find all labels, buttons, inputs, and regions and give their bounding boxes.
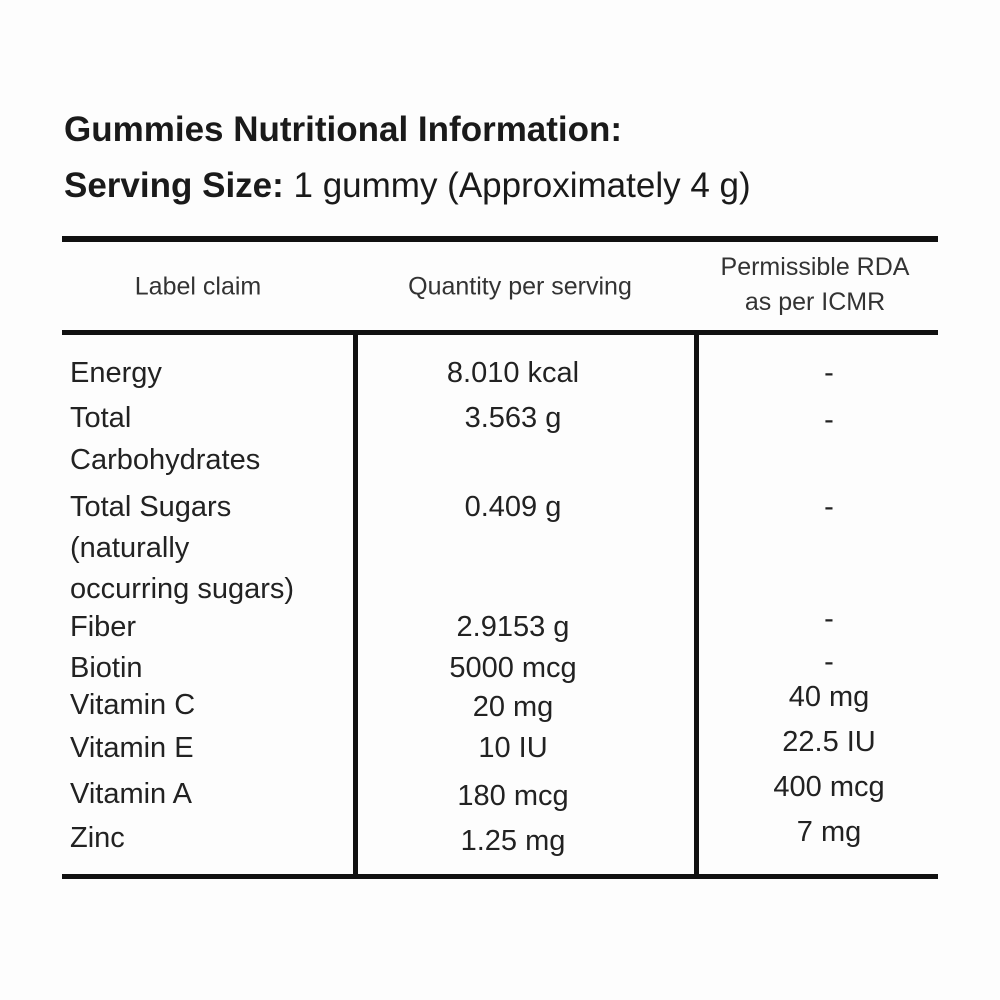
quantity-per-serving: 2.9153 g xyxy=(456,611,570,643)
label-claim: Zinc xyxy=(70,822,125,854)
quantity-per-serving: 0.409 g xyxy=(464,491,562,523)
header-label-claim: Label claim xyxy=(134,272,262,301)
header-rule xyxy=(62,330,938,335)
quantity-per-serving: 8.010 kcal xyxy=(446,357,580,389)
label-claim: Carbohydrates xyxy=(70,444,261,476)
permissible-rda: 40 mg xyxy=(788,681,870,713)
quantity-per-serving: 20 mg xyxy=(472,691,554,723)
page-title: Gummies Nutritional Information: xyxy=(64,110,623,149)
permissible-rda: - xyxy=(824,603,834,635)
label-claim: Fiber xyxy=(70,611,137,643)
permissible-rda: 7 mg xyxy=(796,816,862,848)
quantity-per-serving: 3.563 g xyxy=(464,402,562,434)
header-rda: Permissible RDA as per ICMR xyxy=(721,250,910,320)
label-claim: Vitamin C xyxy=(70,689,196,721)
label-claim: Total Sugars xyxy=(70,491,232,523)
permissible-rda: 400 mcg xyxy=(773,771,885,803)
column-divider xyxy=(694,332,699,878)
quantity-per-serving: 1.25 mg xyxy=(460,825,566,857)
header-quantity: Quantity per serving xyxy=(408,272,632,301)
quantity-per-serving: 10 IU xyxy=(478,732,548,764)
serving-size-label: Serving Size: xyxy=(64,166,284,205)
label-claim: occurring sugars) xyxy=(70,573,295,605)
label-claim: Total xyxy=(70,402,132,434)
header-rda-line: Permissible RDA xyxy=(720,253,910,281)
permissible-rda: - xyxy=(824,491,834,523)
permissible-rda: - xyxy=(824,646,834,678)
quantity-per-serving: 5000 mcg xyxy=(449,652,577,684)
label-claim: Vitamin E xyxy=(70,732,194,764)
permissible-rda: 22.5 IU xyxy=(782,726,876,758)
label-claim: Energy xyxy=(70,357,162,389)
serving-size: Serving Size: 1 gummy (Approximately 4 g… xyxy=(64,166,751,206)
table-bottom-rule xyxy=(62,874,938,879)
quantity-per-serving: 180 mcg xyxy=(457,780,569,812)
serving-size-value: 1 gummy (Approximately 4 g) xyxy=(293,166,751,205)
permissible-rda: - xyxy=(824,404,834,436)
table-top-rule xyxy=(62,236,938,242)
column-divider xyxy=(353,332,358,878)
label-claim: Vitamin A xyxy=(70,778,192,810)
permissible-rda: - xyxy=(824,357,834,389)
header-rda-line: as per ICMR xyxy=(744,288,886,316)
label-claim: Biotin xyxy=(70,652,143,684)
label-claim: (naturally xyxy=(70,532,190,564)
